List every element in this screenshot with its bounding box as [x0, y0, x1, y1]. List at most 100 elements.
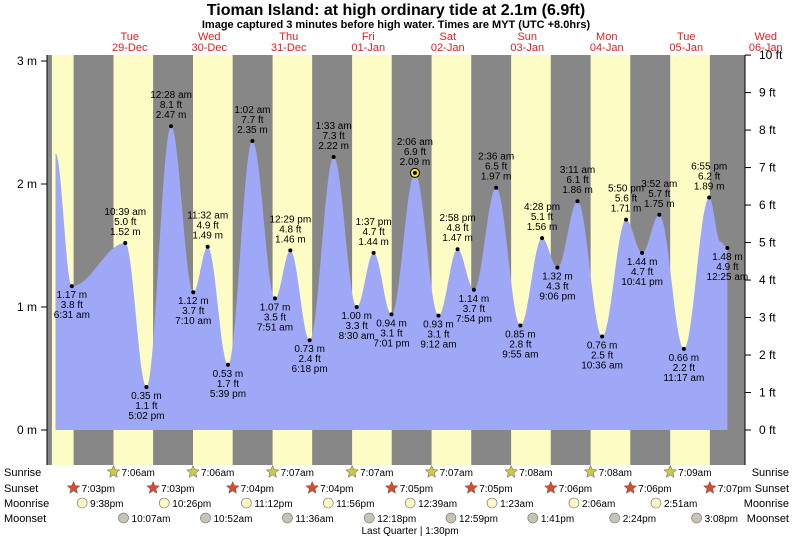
tide-label-line: 7:51 am [257, 322, 293, 333]
tide-area-path [55, 126, 728, 430]
tide-point [307, 338, 312, 343]
tide-label-line: 4.7 ft [362, 227, 384, 238]
day-date-label: 03-Jan [510, 42, 544, 54]
sunset-icon [305, 480, 320, 494]
tide-label-line: 6.1 ft [566, 175, 588, 186]
tide-label-line: 5.1 ft [531, 212, 553, 223]
tide-label-line: 1.52 m [110, 227, 141, 238]
tide-point [412, 170, 417, 175]
tide-label-line: 4.8 ft [446, 223, 468, 234]
moonrise-icon [568, 497, 580, 509]
right-tick-label: 6 ft [759, 198, 776, 212]
tide-label-line: 7.7 ft [241, 115, 263, 126]
moonrise-time: 2:51am [664, 499, 697, 510]
day-labels: Tue29-DecWed30-DecThu31-DecFri01-JanSat0… [112, 31, 783, 54]
moonrise-time: 2:06am [582, 499, 615, 510]
moonrise-icon [404, 497, 416, 509]
tide-label-line: 3:52 am [641, 179, 677, 190]
tide-point [225, 362, 230, 367]
tide-labels: 1.17 m3.8 ft6:31 am 10:39 am5.0 ft1.52 m 0… [54, 90, 748, 422]
day-date-label: 04-Jan [590, 42, 624, 54]
moonrise-time: 12:39am [418, 499, 457, 510]
moonset-time: 3:08pm [705, 514, 738, 525]
day-weekday-label: Thu [279, 31, 298, 43]
tide-point [518, 323, 523, 328]
tide-label-line: 5.0 ft [114, 217, 136, 228]
moonrise-time: 11:56pm [336, 499, 374, 510]
tide-point [205, 244, 210, 249]
tide-label-line: 3.5 ft [264, 312, 286, 323]
day-date-label: 02-Jan [431, 42, 465, 54]
tide-label-line: 9:55 am [502, 349, 538, 360]
moonset-time: 10:52am [214, 514, 253, 525]
tide-label-line: 1:33 am [316, 121, 352, 132]
sunset-time: 7:03pm [161, 484, 194, 495]
sunrise-time: 7:08am [519, 468, 552, 479]
day-weekday-label: Sat [439, 31, 456, 43]
sunrise-time: 7:07am [440, 468, 473, 479]
row-label-sunrise-left: Sunrise [4, 467, 41, 479]
moonset-icon [363, 512, 375, 524]
right-tick-label: 0 ft [759, 423, 776, 437]
moonrise-time: 1:23am [500, 499, 533, 510]
tide-label-line: 0.94 m [376, 318, 407, 329]
moonset-icon [282, 512, 293, 524]
row-label-moonset-right: Moonset [747, 513, 789, 525]
tide-label-line: 12:29 pm [269, 214, 311, 225]
row-label-sunrise-right: Sunrise [752, 467, 789, 479]
sunset-time: 7:06pm [559, 484, 592, 495]
tide-point [600, 334, 605, 339]
tide-label-line: 1.46 m [275, 234, 306, 245]
tide-label-line: 7.3 ft [323, 131, 345, 142]
right-tick-label: 2 ft [759, 348, 776, 362]
moonset-icon [200, 512, 211, 524]
tide-label-line: 0.76 m [587, 341, 618, 352]
tide-label-line: 10:39 am [104, 207, 146, 218]
tide-label-line: 7:54 pm [456, 314, 492, 325]
tide-label-line: 5:50 pm [608, 184, 644, 195]
sunrise-icon [663, 464, 678, 478]
tide-label-line: 6.2 ft [698, 172, 720, 183]
tide-point [123, 241, 128, 246]
tide-label-line: 6:31 am [54, 310, 90, 321]
tide-label-line: 6:55 pm [691, 162, 727, 173]
tide-point [624, 217, 629, 222]
moonset-time: 2:24pm [623, 514, 656, 525]
sunset-time: 7:04pm [241, 484, 274, 495]
right-tick-label: 1 ft [759, 386, 776, 400]
sunset-time: 7:05pm [400, 484, 433, 495]
tide-label-line: 1.56 m [527, 222, 558, 233]
tide-label-line: 1.89 m [694, 182, 725, 193]
moonrise-icon [486, 497, 498, 509]
moonrise-time: 9:38pm [90, 499, 123, 510]
tide-point [681, 346, 686, 351]
day-date-label: 06-Jan [749, 42, 783, 54]
tide-label-line: 9:12 am [420, 340, 456, 351]
tide-label-line: 1.75 m [644, 199, 675, 210]
sunset-icon [623, 480, 638, 494]
tide-point [273, 296, 278, 301]
tide-label-line: 1.07 m [260, 302, 291, 313]
tide-label-line: 7:10 am [175, 316, 211, 327]
day-weekday-label: Tue [677, 31, 696, 43]
left-tick-label: 1 m [17, 300, 37, 314]
tide-label-line: 0.53 m [213, 369, 244, 380]
right-tick-label: 7 ft [759, 161, 776, 175]
tide-label-line: 0.93 m [423, 320, 454, 331]
moonrise-icon [241, 497, 252, 509]
right-tick-label: 4 ft [759, 273, 776, 287]
sunrise-icon [583, 464, 598, 478]
tide-label-line: 4:28 pm [524, 202, 560, 213]
day-weekday-label: Wed [198, 31, 220, 43]
tide-label-line: 0.35 m [131, 391, 162, 402]
tide-label-line: 3.1 ft [380, 328, 402, 339]
row-label-moonrise-left: Moonrise [4, 498, 49, 510]
tide-label-line: 1.86 m [562, 185, 593, 196]
sunset-time: 7:05pm [479, 484, 512, 495]
left-tick-label: 2 m [17, 177, 37, 191]
tide-point [144, 384, 149, 389]
sunrise-time: 7:07am [281, 468, 314, 479]
tide-label-line: 1.97 m [481, 172, 512, 183]
tide-label-line: 6.9 ft [404, 147, 426, 158]
right-tick-label: 10 ft [759, 48, 783, 62]
